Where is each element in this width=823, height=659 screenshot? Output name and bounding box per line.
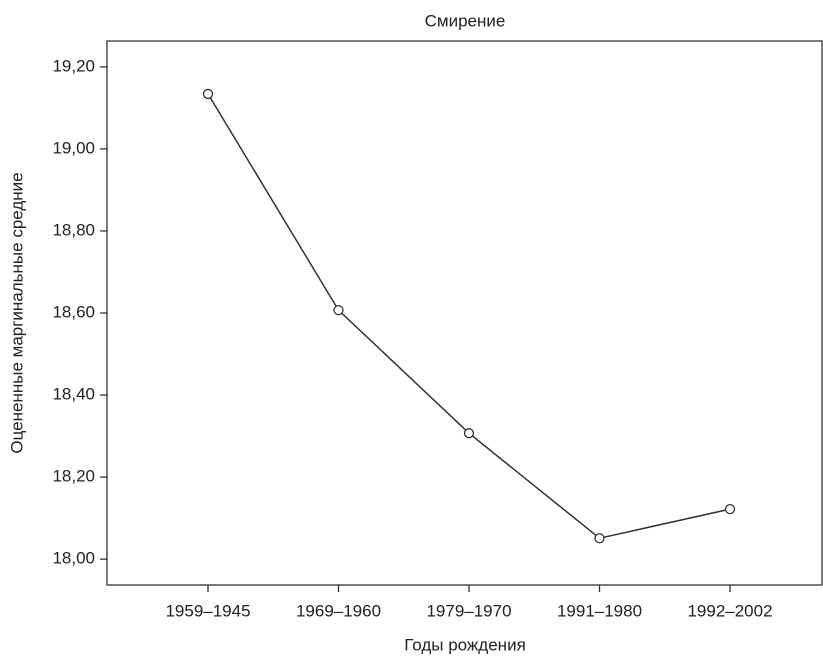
- y-tick-label: 18,00: [52, 549, 95, 568]
- point: [594, 533, 605, 544]
- x-tick-label: 1959–1945: [165, 601, 250, 620]
- y-tick-label: 18,60: [52, 302, 95, 321]
- point: [724, 503, 736, 515]
- y-tick-label: 18,40: [52, 385, 95, 404]
- y-axis-label: Оцененные маргинальные средние: [7, 172, 26, 453]
- point: [463, 428, 475, 439]
- x-axis-label: Годы рождения: [404, 635, 526, 654]
- chart-title: Смирение: [425, 11, 506, 30]
- point: [202, 88, 214, 100]
- point: [333, 304, 344, 316]
- y-tick-label: 19,20: [52, 56, 95, 75]
- y-tick-label: 18,20: [52, 467, 95, 486]
- y-tick-label: 19,00: [52, 138, 95, 157]
- x-tick-label: 1969–1960: [296, 601, 381, 620]
- x-tick-label: 1992–2002: [687, 601, 772, 620]
- line: [207, 93, 731, 540]
- plot-frame: [106, 40, 823, 586]
- y-tick-label: 18,80: [52, 220, 95, 239]
- x-tick-label: 1991–1980: [557, 601, 642, 620]
- x-tick-label: 1979–1970: [426, 601, 511, 620]
